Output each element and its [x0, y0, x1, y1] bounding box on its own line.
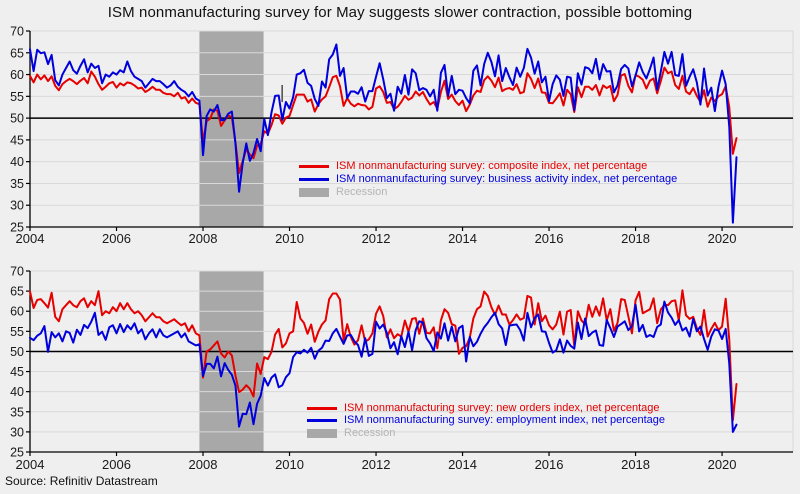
legend-label: ISM nonmanufacturing survey: new orders … [344, 401, 660, 414]
bottom-chart-y-tick-label-55: 55 [10, 325, 24, 339]
legend-label: ISM nonmanufacturing survey: employment … [344, 414, 666, 427]
legend-item-composite: ISM nonmanufacturing survey: composite i… [299, 160, 677, 173]
bottom-chart-y-tick-label-50: 50 [10, 345, 24, 359]
bottom-chart-x-tick-label-2014: 2014 [448, 457, 477, 472]
top-chart-y-tick-label-70: 70 [10, 25, 24, 39]
bottom-chart-x-tick-label-2010: 2010 [275, 457, 304, 472]
top-chart-x-tick-label-2020: 2020 [708, 231, 737, 246]
bottom-chart-y-tick-label-65: 65 [10, 285, 24, 299]
top-chart-y-tick-label-30: 30 [10, 199, 24, 213]
bottom-chart-series-line-1 [29, 300, 738, 433]
chart-title: ISM nonmanufacturing survey for May sugg… [107, 4, 693, 21]
top-chart-x-tick-label-2004: 2004 [16, 231, 45, 246]
source-note: Source: Refinitiv Datastream [5, 474, 158, 488]
top-chart-x-tick-label-2008: 2008 [189, 231, 218, 246]
bottom-chart-y-tick-label-30: 30 [10, 425, 24, 439]
legend-label: Recession [336, 186, 388, 198]
employment-line-swatch [307, 419, 337, 423]
bottom-chart-y-tick-label-45: 45 [10, 365, 24, 379]
bottom-chart-y-tick-label-60: 60 [10, 305, 24, 319]
top-chart-x-tick-label-2016: 2016 [535, 231, 564, 246]
top-chart-y-tick-label-60: 60 [10, 68, 24, 82]
legend-item-employment: ISM nonmanufacturing survey: employment … [307, 414, 666, 428]
bottom-chart-x-tick-label-2018: 2018 [621, 457, 650, 472]
composite-line-swatch [299, 165, 329, 168]
top-chart-y-tick-label-45: 45 [10, 133, 24, 147]
top-chart-y-tick-label-50: 50 [10, 112, 24, 126]
legend-label: Recession [344, 426, 396, 439]
bottom-chart-x-tick-label-2012: 2012 [362, 457, 391, 472]
bottom-chart-series-line-0 [29, 289, 738, 422]
top-chart-x-tick-label-2012: 2012 [362, 231, 391, 246]
top-chart-y-tick-label-40: 40 [10, 155, 24, 169]
top-chart-x-tick-label-2006: 2006 [102, 231, 131, 246]
bottom-chart-legend: ISM nonmanufacturing survey: new orders … [307, 402, 665, 440]
recession-swatch [307, 428, 337, 438]
top-chart-x-tick-label-2010: 2010 [275, 231, 304, 246]
top-chart-y-tick-label-25: 25 [10, 221, 24, 235]
bottom-chart-x-tick-label-2020: 2020 [708, 457, 737, 472]
top-chart-x-tick-label-2014: 2014 [448, 231, 477, 246]
legend-label: ISM nonmanufacturing survey: composite i… [336, 160, 648, 172]
legend-label: ISM nonmanufacturing survey: business ac… [336, 173, 678, 185]
legend-item-recession: Recession [307, 427, 665, 440]
recession-swatch [299, 188, 329, 197]
top-chart-recession-band [199, 31, 264, 227]
bottom-chart-x-tick-label-2006: 2006 [102, 457, 131, 472]
top-chart-y-tick-label-35: 35 [10, 177, 24, 191]
top-chart-x-tick-label-2018: 2018 [621, 231, 650, 246]
bottom-chart-x-tick-label-2004: 2004 [16, 457, 45, 472]
business-activity-line-swatch [299, 178, 329, 181]
bottom-chart-y-tick-label-25: 25 [10, 446, 24, 460]
bottom-chart-y-tick-label-35: 35 [10, 405, 24, 419]
top-chart-legend: ISM nonmanufacturing survey: composite i… [299, 160, 677, 199]
legend-item-new-orders: ISM nonmanufacturing survey: new orders … [307, 402, 665, 415]
top-chart-y-tick-label-55: 55 [10, 90, 24, 104]
top-chart-series-line-1 [29, 43, 738, 224]
legend-item-business-activity: ISM nonmanufacturing survey: business ac… [299, 173, 677, 186]
bottom-chart-y-tick-label-40: 40 [10, 385, 24, 399]
bottom-chart-x-tick-label-2008: 2008 [189, 457, 218, 472]
legend-item-recession: Recession [299, 186, 677, 199]
bottom-chart-x-tick-label-2016: 2016 [535, 457, 564, 472]
new-orders-line-swatch [307, 406, 337, 410]
top-chart-series-line-0 [29, 66, 738, 174]
bottom-chart-y-tick-label-70: 70 [10, 265, 24, 279]
top-chart-y-tick-label-65: 65 [10, 46, 24, 60]
